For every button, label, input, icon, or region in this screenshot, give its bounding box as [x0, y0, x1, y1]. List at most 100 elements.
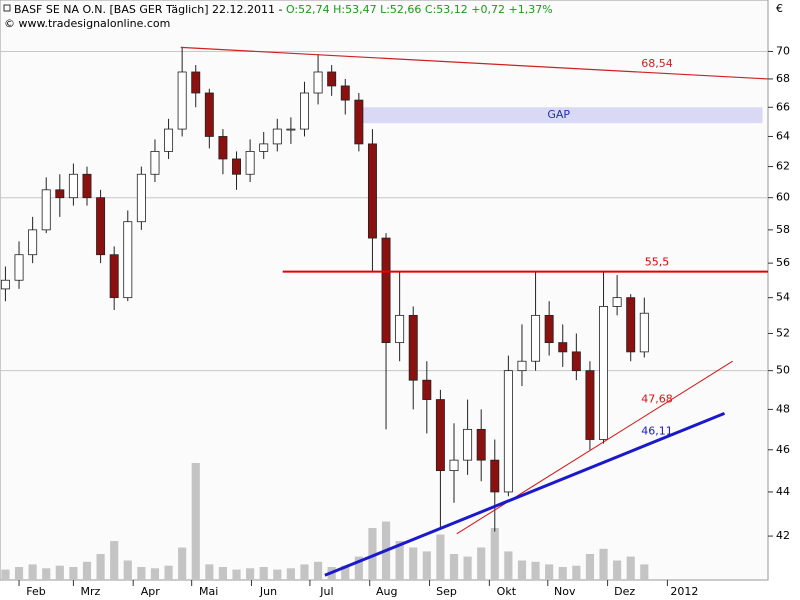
volume-bar: [613, 560, 622, 580]
candle-body: [449, 459, 459, 472]
volume-bar: [368, 528, 377, 580]
volume-bar: [150, 568, 160, 580]
candle-body: [340, 85, 350, 101]
y-tick-label: 54: [776, 291, 790, 304]
volume-bar: [449, 554, 459, 580]
y-tick-label: 60: [776, 191, 790, 204]
quote-text: O:52,74 H:53,47 L:52,66 C:53,12 +0,72 +1…: [286, 3, 553, 16]
y-tick-label: 44: [776, 485, 790, 498]
volume-bar: [96, 554, 105, 580]
candle-body: [612, 297, 622, 307]
y-tick-label: 56: [776, 256, 790, 269]
candle-body: [531, 314, 541, 362]
volume-bar: [477, 547, 486, 580]
line-label: 55,5: [645, 256, 670, 269]
line-label: 46,11: [641, 425, 673, 438]
y-tick-label: 48: [776, 402, 790, 415]
x-tick-label: Feb: [26, 585, 45, 598]
candle-body: [272, 128, 282, 145]
x-tick-label: 2012: [670, 585, 698, 598]
volume-bar: [178, 547, 187, 580]
candle-body: [395, 314, 405, 344]
x-tick-label: Jun: [259, 585, 277, 598]
trend-line: [456, 360, 733, 535]
title-text: BASF SE NA O.N. [BAS GER Täglich] 22.12.…: [14, 3, 286, 16]
volume-bar: [640, 564, 649, 580]
volume-bar: [572, 565, 581, 580]
candle-body: [639, 312, 649, 353]
trend-line: [180, 46, 769, 80]
y-tick-label: 62: [776, 160, 790, 173]
volume-bar: [273, 569, 282, 580]
candle-body: [503, 370, 513, 493]
volume-bar: [463, 556, 472, 580]
candle-body: [82, 173, 92, 199]
chart-title: BASF SE NA O.N. [BAS GER Täglich] 22.12.…: [14, 3, 553, 16]
candle-body: [136, 173, 146, 223]
volume-bar: [354, 556, 363, 580]
volume-bar: [286, 568, 295, 580]
volume-bar: [28, 564, 37, 580]
candle-body: [517, 360, 527, 372]
candle-body: [435, 399, 445, 472]
x-tick-label: Jul: [319, 585, 333, 598]
candle-body: [0, 279, 10, 290]
x-tick-label: Nov: [554, 585, 576, 598]
volume-bar: [123, 560, 132, 580]
candle-body: [476, 428, 486, 461]
volume-bar: [232, 569, 241, 580]
x-tick-label: Mrz: [81, 585, 101, 598]
candle-body: [259, 143, 269, 152]
candle-body: [96, 197, 106, 256]
y-unit: €: [776, 2, 783, 15]
volume-bar: [313, 561, 323, 580]
plot-layer: GAP 68,54 55,5 47,68 46,11: [0, 46, 769, 580]
title-icon: [3, 4, 11, 12]
candle-body: [123, 221, 133, 299]
candle-body: [490, 459, 500, 493]
volume-bar: [246, 568, 255, 580]
volume-bar: [259, 567, 268, 580]
volume-bar: [558, 567, 567, 580]
volume-bar: [422, 551, 431, 580]
y-tick-label: 46: [776, 443, 790, 456]
volume-bar: [191, 463, 200, 580]
volume-bar: [490, 528, 499, 580]
x-tick-label: Mai: [199, 585, 218, 598]
x-tick-label: Aug: [376, 585, 397, 598]
volume-bar: [585, 554, 595, 580]
candle-body: [41, 189, 51, 231]
candle-body: [286, 128, 296, 131]
volume-bar: [409, 547, 418, 580]
volume-bar: [1, 569, 10, 580]
candle-body: [28, 229, 38, 256]
candle-body: [558, 342, 568, 353]
source: © www.tradesignalonline.com: [4, 17, 170, 30]
candle-body: [367, 143, 377, 239]
candle-body: [14, 254, 24, 281]
gap-label: GAP: [547, 108, 570, 121]
volume-bar: [164, 565, 173, 580]
y-tick-label: 50: [776, 364, 790, 377]
volume-bar: [395, 541, 404, 580]
x-tick-label: Dez: [614, 585, 635, 598]
volume-bar: [504, 551, 513, 580]
line-label: 68,54: [641, 57, 673, 70]
candle-body: [109, 254, 119, 299]
volume-bar: [531, 561, 540, 580]
candle-body: [191, 71, 201, 94]
candle-body: [585, 370, 595, 440]
candle-body: [408, 314, 418, 381]
volume-bar: [436, 534, 445, 580]
candle-body: [218, 136, 228, 160]
candle-body: [626, 297, 636, 353]
trend-line: [324, 411, 726, 577]
candle-body: [381, 237, 391, 344]
volume-bar: [137, 567, 146, 580]
volume-bar: [69, 567, 78, 580]
candle-body: [571, 351, 581, 372]
x-tick-label: Apr: [141, 585, 161, 598]
candle-body: [68, 173, 78, 199]
y-tick-label: 70: [776, 44, 790, 57]
